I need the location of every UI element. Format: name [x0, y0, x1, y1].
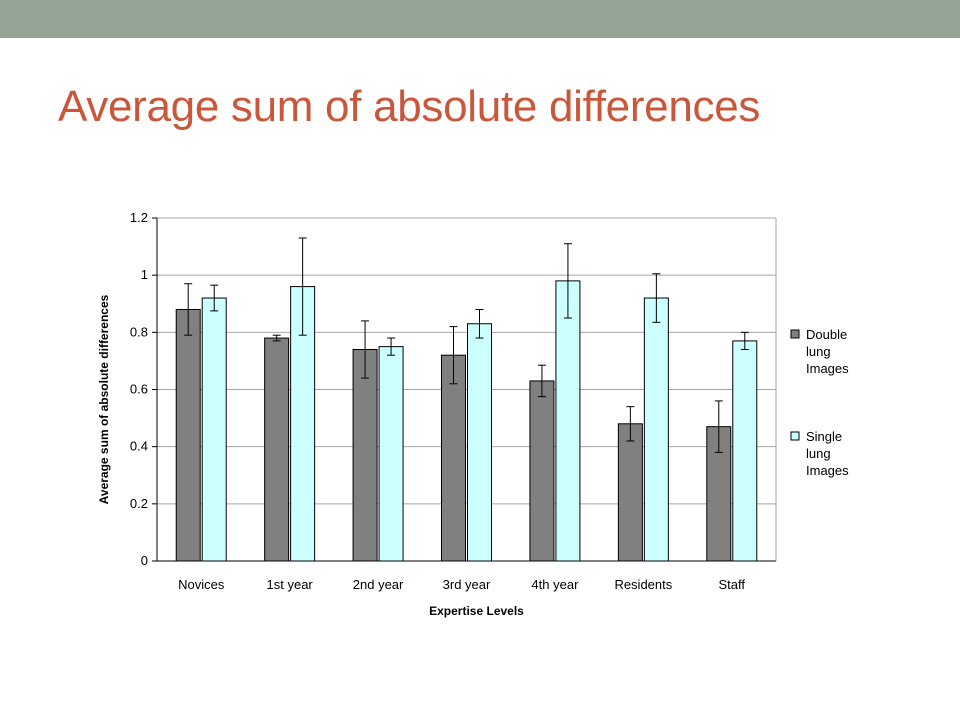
error-bar-double-4	[537, 364, 546, 398]
bar-double-1	[264, 337, 290, 562]
error-bar-double-3	[449, 326, 458, 385]
slide-title: Average sum of absolute differences	[58, 82, 761, 131]
bar-single-3	[467, 323, 492, 562]
x-tick-label: Staff	[719, 577, 746, 592]
x-axis-title: Expertise Levels	[429, 604, 524, 618]
bar-single-4	[555, 280, 581, 562]
header-band	[0, 0, 960, 38]
axes	[152, 217, 777, 562]
error-bar-double-5	[626, 406, 635, 442]
y-tick-label: 1.2	[130, 210, 148, 225]
legend-label: Double	[806, 327, 847, 342]
error-bar-single-6	[740, 331, 749, 350]
error-bar-double-2	[361, 320, 370, 379]
legend-swatch	[790, 329, 800, 339]
x-tick-label: 1st year	[267, 577, 314, 592]
y-tick-label: 0.6	[130, 382, 148, 397]
legend-swatch	[790, 431, 800, 441]
gridlines	[157, 217, 776, 505]
x-tick-label: Residents	[614, 577, 672, 592]
bar-double-0	[175, 308, 201, 562]
legend: Double lung Images Single lung Images	[790, 327, 849, 478]
bar-double-4	[529, 380, 555, 562]
bar-single-6	[732, 340, 758, 562]
error-bar-single-1	[298, 237, 307, 336]
bar-single-2	[378, 346, 404, 562]
legend-item-single: Single lung Images	[790, 429, 849, 478]
bar-single-5	[643, 297, 669, 562]
x-tick-label: Novices	[178, 577, 225, 592]
y-tick-label: 1	[141, 267, 148, 282]
error-bar-single-3	[475, 308, 484, 339]
error-bars	[184, 237, 749, 453]
bar-double-5	[617, 423, 643, 562]
y-tick-label: 0.2	[130, 496, 148, 511]
tick-labels: 0 0.2 0.4 0.6 0.8 1 1.2 Novices 1st year 2nd year…	[130, 210, 745, 592]
legend-label: Images	[806, 463, 849, 478]
legend-item-double: Double lung Images	[790, 327, 849, 376]
legend-label: lung	[806, 344, 831, 359]
error-bar-single-2	[387, 337, 396, 356]
error-bar-single-5	[652, 273, 661, 323]
bar-double-2	[352, 348, 378, 562]
error-bar-double-0	[184, 283, 193, 336]
legend-label: Single	[806, 429, 842, 444]
error-bar-single-0	[210, 284, 219, 312]
x-tick-label: 3rd year	[443, 577, 491, 592]
x-tick-label: 2nd year	[353, 577, 404, 592]
error-bar-double-1	[272, 334, 281, 342]
y-tick-label: 0.4	[130, 439, 148, 454]
bars	[175, 280, 758, 562]
y-tick-label: 0.8	[130, 324, 148, 339]
legend-label: lung	[806, 446, 831, 461]
bar-double-3	[441, 354, 466, 562]
bar-single-0	[201, 297, 227, 562]
y-axis-title: Average sum of absolute differences	[97, 294, 111, 504]
y-tick-label: 0	[141, 553, 148, 568]
error-bar-single-4	[563, 243, 572, 319]
x-tick-label: 4th year	[531, 577, 579, 592]
legend-label: Images	[806, 361, 849, 376]
error-bar-double-6	[714, 400, 723, 453]
